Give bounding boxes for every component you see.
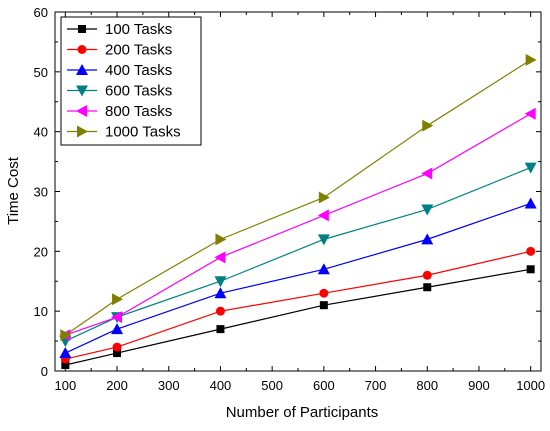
data-point	[317, 263, 330, 275]
data-point	[113, 349, 122, 358]
series-line	[65, 113, 531, 336]
y-tick-label: 50	[34, 65, 48, 80]
x-tick-label: 700	[365, 378, 387, 393]
data-point	[524, 162, 537, 174]
y-tick-label: 60	[34, 5, 48, 20]
data-point	[526, 246, 536, 256]
data-point	[214, 287, 227, 299]
legend-label: 600 Tasks	[105, 83, 172, 100]
legend-marker	[77, 125, 88, 138]
data-point	[421, 167, 433, 180]
legend-marker	[76, 105, 87, 117]
legend-marker	[76, 64, 88, 75]
legend-label: 800 Tasks	[105, 103, 172, 120]
series-1	[61, 265, 535, 370]
series-line	[65, 268, 531, 366]
data-point	[60, 329, 72, 342]
x-tick-label: 800	[416, 378, 438, 393]
data-point	[59, 347, 72, 359]
legend-label: 100 Tasks	[105, 21, 172, 38]
plot-area: 100 200 300 400 500 600 700 800 900 1000 0 10 20 30 40…	[34, 5, 546, 393]
series-6	[60, 53, 537, 342]
legend-item: 100 Tasks	[67, 21, 172, 38]
series-2	[60, 246, 536, 364]
data-point	[318, 191, 330, 204]
legend-item: 1000 Tasks	[67, 124, 181, 141]
legend: 100 Tasks 200 Tasks 400 Tasks 600 Tasks 800 …	[60, 16, 202, 146]
series-line	[65, 202, 531, 354]
x-tick-label: 400	[210, 378, 232, 393]
series-3	[59, 197, 537, 359]
data-point	[524, 107, 536, 120]
y-tick-label: 40	[34, 125, 48, 140]
legend-box	[60, 16, 202, 146]
x-tick-label: 200	[106, 378, 128, 393]
data-point	[215, 306, 225, 316]
legend-item: 400 Tasks	[67, 62, 172, 79]
data-point	[112, 342, 122, 352]
series-line	[65, 250, 531, 360]
data-point	[317, 209, 329, 222]
x-tick-label: 900	[468, 378, 490, 393]
legend-label: 200 Tasks	[105, 42, 172, 59]
data-point	[216, 325, 225, 334]
x-tick-label: 600	[313, 378, 335, 393]
data-point	[319, 288, 329, 298]
y-tick-label: 30	[34, 185, 48, 200]
series-5	[59, 107, 536, 342]
data-point	[61, 361, 70, 370]
x-tick-label: 100	[54, 378, 76, 393]
data-point	[111, 311, 123, 324]
series-layer	[59, 53, 537, 370]
legend-marker	[78, 25, 86, 33]
data-point	[317, 234, 330, 246]
data-point	[214, 251, 226, 264]
data-point	[215, 233, 227, 246]
legend-marker	[77, 45, 87, 54]
legend-item: 600 Tasks	[67, 83, 172, 100]
legend-item: 800 Tasks	[67, 103, 172, 120]
data-point	[525, 53, 537, 66]
data-point	[423, 283, 432, 292]
series-line	[64, 59, 531, 336]
legend-label: 1000 Tasks	[105, 124, 181, 141]
legend-item: 200 Tasks	[67, 42, 172, 59]
data-point	[422, 270, 432, 280]
y-axis-title: Time Cost	[5, 156, 22, 225]
data-point	[524, 197, 537, 209]
x-axis-title: Number of Participants	[226, 404, 379, 421]
y-tick-label: 10	[34, 304, 48, 319]
data-point	[214, 276, 227, 288]
legend-label: 400 Tasks	[105, 62, 172, 79]
data-point	[319, 301, 328, 310]
x-tick-label: 300	[158, 378, 180, 393]
y-tick-label: 20	[34, 244, 48, 259]
legend-marker	[76, 85, 88, 97]
data-point	[421, 204, 434, 216]
series-line	[65, 167, 531, 342]
data-point	[112, 293, 124, 306]
data-point	[421, 233, 434, 245]
x-tick-label: 500	[261, 378, 283, 393]
data-point	[526, 265, 535, 274]
series-4	[59, 162, 537, 348]
x-tick-label: 1000	[516, 378, 545, 393]
data-point	[422, 119, 434, 132]
data-point	[111, 323, 124, 335]
y-tick-label: 0	[41, 364, 48, 379]
